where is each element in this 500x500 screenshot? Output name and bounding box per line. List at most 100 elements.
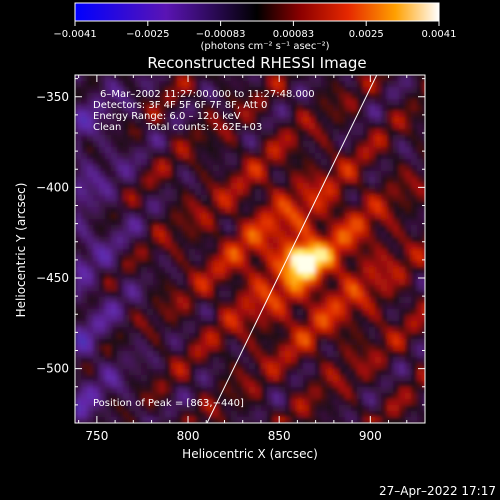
heatmap-cell xyxy=(99,297,105,303)
heatmap-cell xyxy=(321,117,327,123)
heatmap-cell xyxy=(297,147,303,153)
heatmap-cell xyxy=(237,273,243,279)
heatmap-cell xyxy=(405,117,411,123)
heatmap-cell xyxy=(153,417,159,423)
heatmap-cell xyxy=(279,393,285,399)
heatmap-cell xyxy=(327,165,333,171)
heatmap-cell xyxy=(303,255,309,261)
heatmap-cell xyxy=(81,369,87,375)
heatmap-cell xyxy=(195,399,201,405)
heatmap-cell xyxy=(321,219,327,225)
heatmap-cell xyxy=(117,225,123,231)
heatmap-cell xyxy=(189,273,195,279)
heatmap-cell xyxy=(345,381,351,387)
heatmap-cell xyxy=(267,111,273,117)
heatmap-cell xyxy=(423,381,425,387)
heatmap-cell xyxy=(309,351,315,357)
heatmap-cell xyxy=(285,183,291,189)
heatmap-cell xyxy=(183,165,189,171)
heatmap-cell xyxy=(165,303,171,309)
heatmap-cell xyxy=(147,243,153,249)
heatmap-cell xyxy=(381,87,387,93)
heatmap-cell xyxy=(387,117,393,123)
heatmap-cell xyxy=(117,159,123,165)
heatmap-cell xyxy=(141,195,147,201)
heatmap-cell xyxy=(261,369,267,375)
heatmap-cell xyxy=(267,393,273,399)
heatmap-cell xyxy=(351,75,357,81)
heatmap-cell xyxy=(195,267,201,273)
heatmap-cell xyxy=(345,147,351,153)
heatmap-cell xyxy=(375,273,381,279)
heatmap-cell xyxy=(255,279,261,285)
heatmap-cell xyxy=(207,183,213,189)
heatmap-cell xyxy=(381,267,387,273)
heatmap-cell xyxy=(183,123,189,129)
heatmap-cell xyxy=(285,153,291,159)
heatmap-cell xyxy=(117,399,123,405)
heatmap-cell xyxy=(387,387,393,393)
heatmap-cell xyxy=(375,243,381,249)
heatmap-cell xyxy=(141,381,147,387)
heatmap-cell xyxy=(333,177,339,183)
heatmap-cell xyxy=(297,267,303,273)
heatmap-cell xyxy=(99,411,105,417)
heatmap-cell xyxy=(171,153,177,159)
heatmap-cell xyxy=(165,243,171,249)
heatmap-cell xyxy=(387,87,393,93)
heatmap-cell xyxy=(357,147,363,153)
heatmap-cell xyxy=(105,333,111,339)
heatmap-cell xyxy=(255,141,261,147)
heatmap-cell xyxy=(261,81,267,87)
heatmap-cell xyxy=(105,189,111,195)
heatmap-cell xyxy=(153,381,159,387)
heatmap-cell xyxy=(189,405,195,411)
heatmap-cell xyxy=(225,267,231,273)
heatmap-cell xyxy=(321,411,327,417)
heatmap-cell xyxy=(201,417,207,423)
heatmap-cell xyxy=(153,201,159,207)
heatmap-cell xyxy=(207,417,213,423)
heatmap-cell xyxy=(243,81,249,87)
heatmap-cell xyxy=(225,303,231,309)
heatmap-cell xyxy=(279,183,285,189)
heatmap-cell xyxy=(153,183,159,189)
heatmap-cell xyxy=(417,255,423,261)
heatmap-cell xyxy=(333,147,339,153)
heatmap-cell xyxy=(339,165,345,171)
heatmap-cell xyxy=(273,393,279,399)
heatmap-cell xyxy=(303,195,309,201)
heatmap-cell xyxy=(303,81,309,87)
heatmap-cell xyxy=(273,285,279,291)
heatmap-cell xyxy=(219,243,225,249)
heatmap-cell xyxy=(99,321,105,327)
heatmap-cell xyxy=(153,129,159,135)
heatmap-cell xyxy=(327,357,333,363)
heatmap-cell xyxy=(315,393,321,399)
heatmap-cell xyxy=(165,381,171,387)
heatmap-cell xyxy=(231,225,237,231)
heatmap-cell xyxy=(237,183,243,189)
heatmap-cell xyxy=(141,237,147,243)
heatmap-cell xyxy=(279,303,285,309)
heatmap-cell xyxy=(93,369,99,375)
heatmap-cell xyxy=(417,135,423,141)
heatmap-cell xyxy=(279,315,285,321)
heatmap-cell xyxy=(171,129,177,135)
heatmap-cell xyxy=(123,333,129,339)
heatmap-cell xyxy=(153,159,159,165)
heatmap-cell xyxy=(417,207,423,213)
heatmap-cell xyxy=(135,249,141,255)
heatmap-cell xyxy=(117,153,123,159)
heatmap-cell xyxy=(225,153,231,159)
heatmap-cell xyxy=(219,177,225,183)
heatmap-cell xyxy=(99,153,105,159)
heatmap-cell xyxy=(381,183,387,189)
heatmap-cell xyxy=(303,315,309,321)
heatmap-cell xyxy=(327,219,333,225)
heatmap-cell xyxy=(333,291,339,297)
heatmap-cell xyxy=(219,321,225,327)
heatmap-cell xyxy=(309,267,315,273)
heatmap-cell xyxy=(369,381,375,387)
heatmap-cell xyxy=(249,189,255,195)
